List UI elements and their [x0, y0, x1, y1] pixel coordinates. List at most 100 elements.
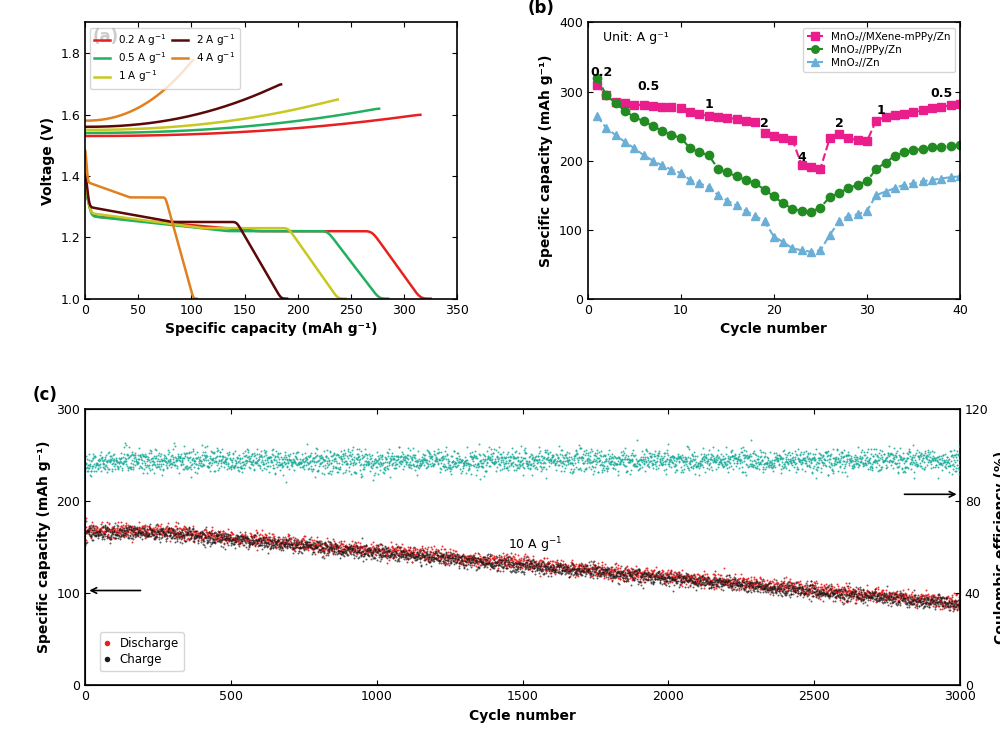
Point [686, 446, 702, 458]
Discharge [656, 571, 672, 583]
Point [204, 453, 220, 465]
Charge [198, 521, 214, 533]
Point [270, 452, 286, 464]
Point [716, 456, 732, 468]
Discharge [589, 566, 605, 578]
Charge [112, 522, 128, 534]
Discharge [876, 594, 892, 606]
Charge [357, 548, 373, 560]
Point [748, 457, 764, 469]
Discharge [408, 548, 424, 560]
Point [707, 455, 723, 467]
Point [324, 450, 340, 462]
Discharge [951, 595, 967, 607]
Discharge [131, 522, 147, 534]
Point [504, 457, 520, 469]
Charge [141, 529, 157, 541]
Charge [295, 541, 311, 553]
Charge [620, 574, 636, 586]
Discharge [559, 561, 575, 573]
Charge [167, 536, 183, 548]
Discharge [356, 542, 372, 554]
Point [122, 450, 138, 462]
Point [313, 457, 329, 469]
Point [310, 464, 326, 476]
Discharge [289, 535, 305, 547]
Charge [140, 530, 156, 542]
Point [99, 456, 115, 468]
Charge [794, 581, 810, 593]
Point [901, 445, 917, 457]
Point [925, 450, 941, 462]
Discharge [466, 551, 482, 563]
Charge [560, 565, 576, 577]
Charge [471, 562, 487, 574]
Point [290, 457, 306, 469]
Charge [352, 542, 368, 554]
Point [280, 449, 296, 461]
Discharge [852, 589, 868, 601]
Discharge [618, 569, 634, 581]
Charge [534, 556, 550, 568]
Discharge [383, 545, 399, 557]
Point [854, 443, 870, 455]
Charge [273, 538, 289, 550]
Charge [616, 575, 632, 587]
Point [272, 458, 288, 470]
Charge [295, 539, 311, 551]
Discharge [370, 540, 386, 552]
Charge [778, 587, 794, 599]
Discharge [256, 530, 272, 542]
Discharge [176, 523, 192, 535]
Charge [750, 581, 766, 593]
Point [282, 455, 298, 467]
Point [113, 456, 129, 468]
Discharge [635, 574, 651, 586]
Point [260, 456, 276, 468]
Discharge [510, 549, 526, 561]
Discharge [660, 564, 676, 576]
Point [739, 459, 755, 471]
Discharge [85, 518, 101, 530]
Charge [261, 539, 277, 551]
Point [100, 463, 116, 475]
Discharge [792, 575, 808, 587]
Charge [351, 551, 367, 563]
Point [286, 464, 302, 476]
Point [437, 460, 453, 472]
Charge [281, 540, 297, 552]
Discharge [175, 524, 191, 536]
Point [311, 454, 327, 466]
Point [80, 459, 96, 471]
Point [589, 456, 605, 468]
Charge [890, 591, 906, 603]
Discharge [932, 603, 948, 615]
Charge [882, 597, 898, 609]
Point [184, 458, 200, 470]
Charge [779, 586, 795, 598]
Point [187, 455, 203, 467]
Point [748, 449, 764, 461]
Point [522, 463, 538, 475]
Discharge [388, 547, 404, 559]
Point [198, 454, 214, 466]
Discharge [576, 565, 592, 577]
Discharge [530, 560, 546, 571]
Point [192, 454, 208, 466]
Point [594, 466, 610, 478]
Charge [126, 522, 142, 534]
Discharge [637, 564, 653, 576]
Point [691, 457, 707, 469]
Discharge [153, 528, 169, 540]
Discharge [441, 551, 457, 563]
Point [740, 461, 756, 473]
Charge [458, 552, 474, 564]
Point [528, 461, 544, 473]
Point [866, 455, 882, 467]
Charge [256, 541, 272, 553]
Charge [892, 585, 908, 597]
Discharge [372, 538, 388, 550]
Discharge [89, 522, 105, 534]
Point [791, 455, 807, 467]
Point [502, 450, 518, 462]
